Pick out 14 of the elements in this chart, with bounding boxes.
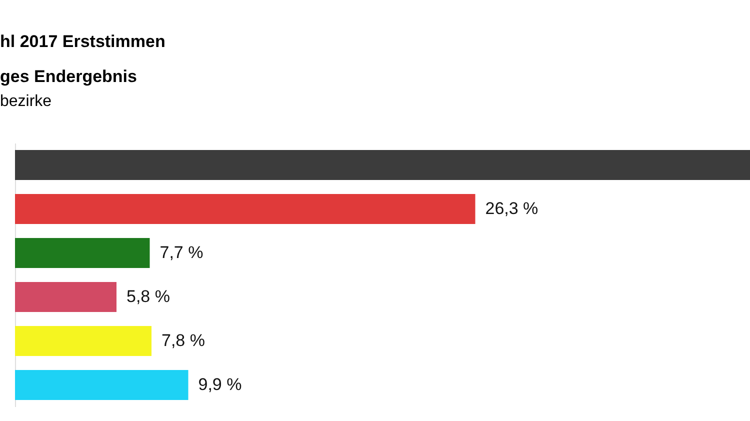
bar xyxy=(15,150,750,180)
bar xyxy=(15,326,152,356)
data-label: 26,3 % xyxy=(485,199,538,218)
bar xyxy=(15,282,116,312)
bar xyxy=(15,370,188,400)
bar xyxy=(15,194,476,224)
bar xyxy=(15,238,150,268)
data-label: 7,8 % xyxy=(162,331,205,350)
data-label: 9,9 % xyxy=(198,375,242,394)
text: bezirke xyxy=(0,93,52,111)
chart-title: hl 2017 Erststimmen xyxy=(0,32,166,52)
chart-subtitle: ges Endergebnis xyxy=(0,67,137,87)
data-label: 5,8 % xyxy=(126,287,170,306)
data-label: 7,7 % xyxy=(160,243,204,262)
